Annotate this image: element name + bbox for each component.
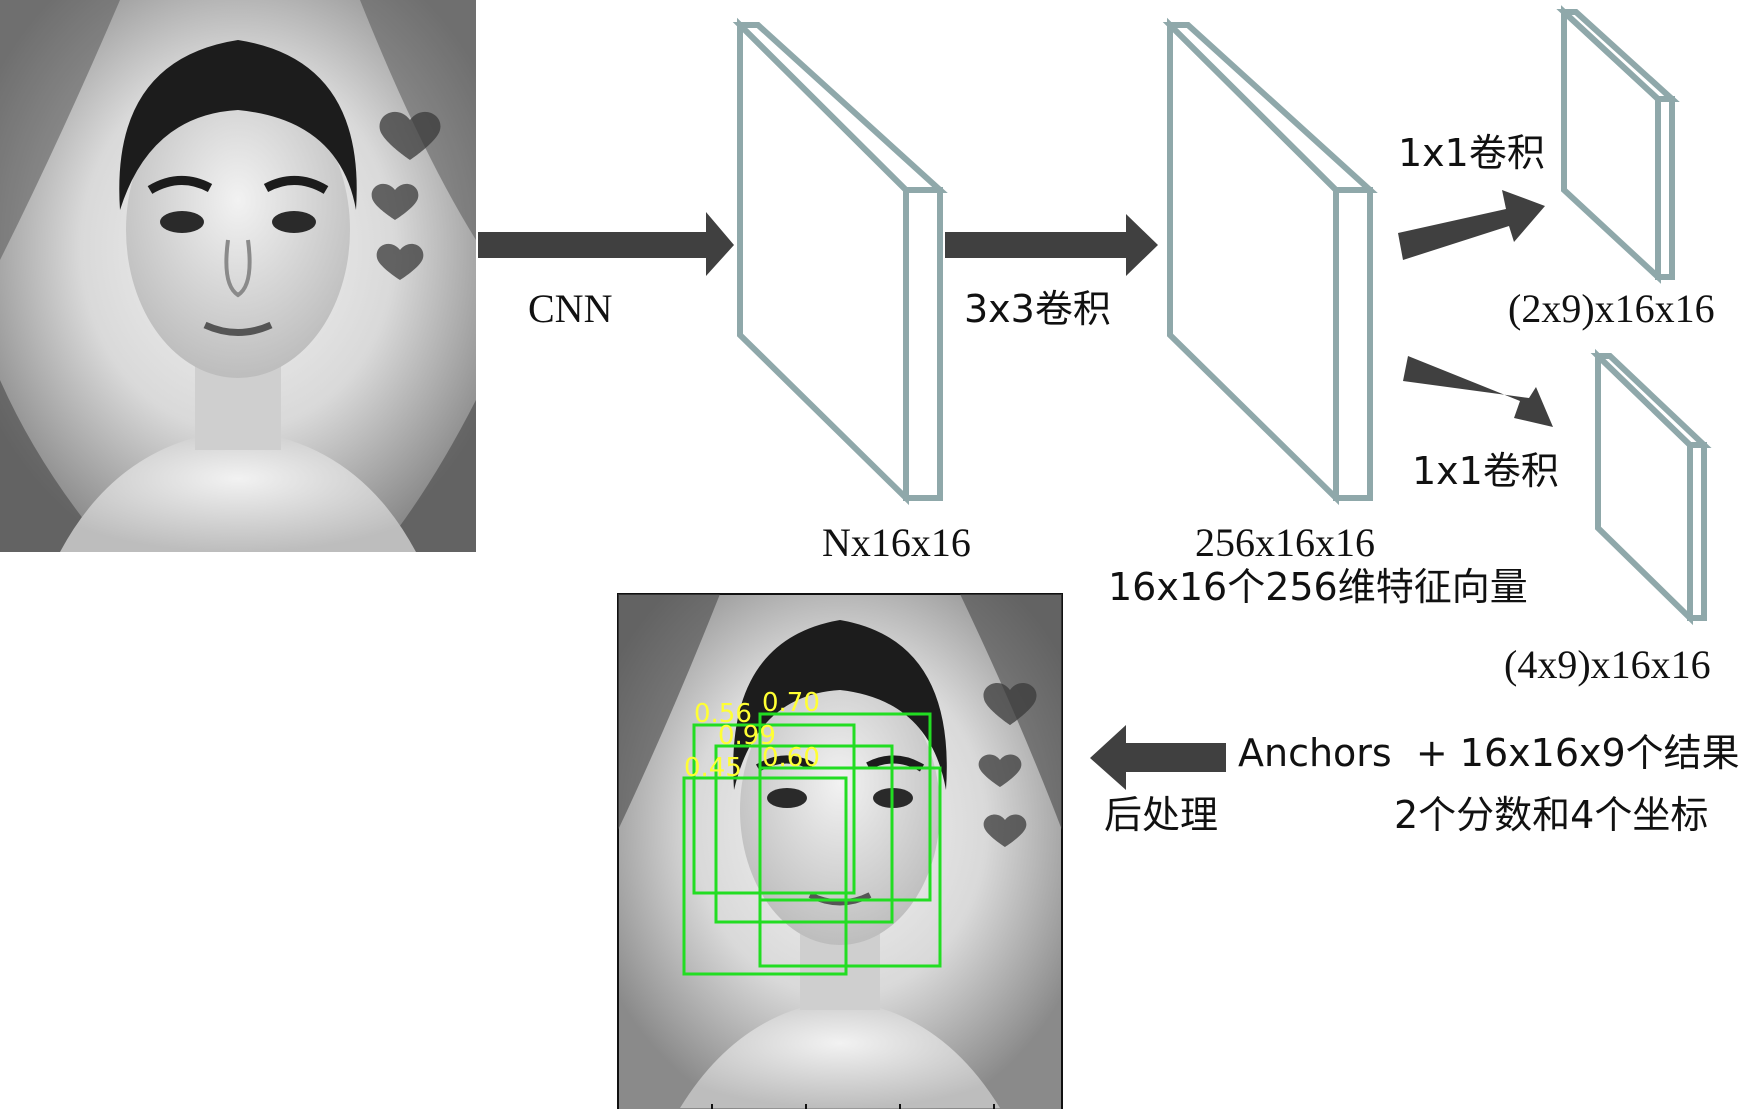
detection-box bbox=[758, 766, 942, 968]
slab-feature-map bbox=[732, 17, 948, 506]
detection-score: 0.45 bbox=[684, 753, 742, 783]
detection-boxes bbox=[682, 712, 942, 976]
node-label-score-output: (2x9)x16x16 bbox=[1508, 286, 1715, 331]
slab-coord-output bbox=[1590, 348, 1712, 626]
arrow-conv1x1-top bbox=[1398, 190, 1545, 260]
detection-box bbox=[692, 723, 856, 895]
detection-score: 0.60 bbox=[762, 743, 820, 773]
slab-score-output bbox=[1556, 5, 1680, 284]
detection-score: 0.70 bbox=[762, 688, 820, 718]
node-sublabel-conv-output: 16x16个256维特征向量 bbox=[1108, 565, 1528, 609]
node-label-feature-map: Nx16x16 bbox=[822, 520, 971, 565]
detection-box bbox=[682, 776, 848, 976]
slab-conv-output bbox=[1162, 17, 1378, 506]
node-label-coord-output: (4x9)x16x16 bbox=[1504, 642, 1711, 687]
arrow-conv1x1-bottom bbox=[1403, 356, 1553, 427]
detection-score: 0.56 bbox=[694, 699, 752, 729]
node-label-conv-output: 256x16x16 bbox=[1195, 520, 1375, 565]
arrow-conv3x3 bbox=[945, 214, 1158, 276]
detection-box bbox=[714, 744, 894, 924]
results-line-2: 2个分数和4个坐标 bbox=[1394, 793, 1708, 837]
input-portrait-image bbox=[0, 0, 476, 552]
arrow-postprocess bbox=[1090, 725, 1226, 790]
edge-label-cnn: CNN bbox=[528, 286, 612, 331]
edge-label-conv3x3: 3x3卷积 bbox=[964, 287, 1111, 331]
detection-score: 0.99 bbox=[718, 721, 776, 751]
edge-label-conv1x1-top: 1x1卷积 bbox=[1398, 131, 1545, 175]
arrow-cnn bbox=[478, 212, 734, 276]
edge-label-postprocess: 后处理 bbox=[1104, 793, 1218, 837]
results-line-1: Anchors + 16x16x9个结果 bbox=[1238, 731, 1740, 775]
output-portrait-image bbox=[617, 593, 1063, 1109]
edge-label-conv1x1-bottom: 1x1卷积 bbox=[1412, 449, 1559, 493]
